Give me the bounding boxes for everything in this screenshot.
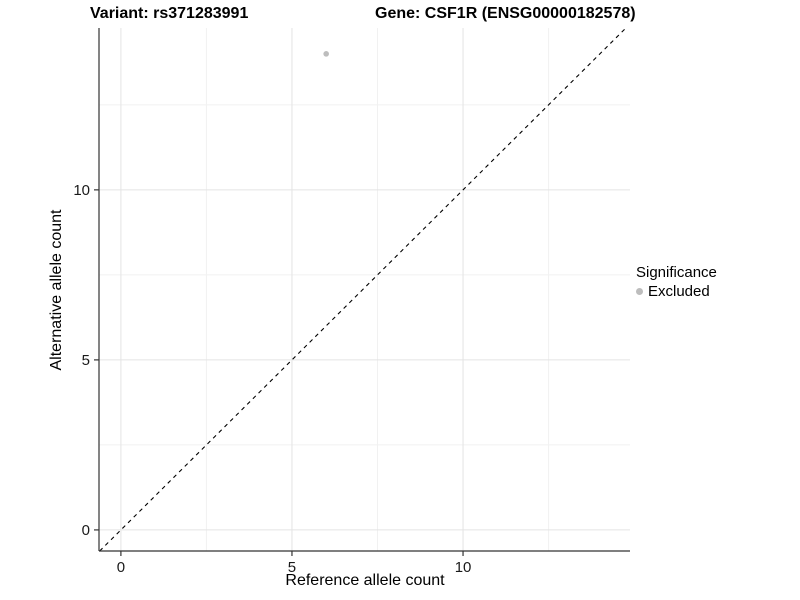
- x-tick-label: 10: [455, 559, 472, 576]
- x-tick-label: 5: [288, 559, 296, 576]
- legend-title: Significance: [636, 264, 717, 281]
- legend-item-excluded: Excluded: [636, 283, 717, 300]
- identity-reference-line: [99, 27, 627, 552]
- scatter-point: [323, 51, 329, 57]
- y-tick-label: 5: [82, 352, 90, 369]
- x-tick-label: 0: [117, 559, 125, 576]
- plot-title-gene: Gene: CSF1R (ENSG00000182578): [375, 5, 636, 22]
- x-axis-title: Reference allele count: [285, 572, 445, 589]
- legend-item-label: Excluded: [648, 283, 710, 300]
- y-axis-title: Alternative allele count: [48, 209, 65, 371]
- y-tick-label: 10: [73, 182, 90, 199]
- plot-title-variant: Variant: rs371283991: [90, 5, 249, 22]
- legend-key-point-icon: [636, 288, 643, 295]
- legend: Significance Excluded: [636, 264, 717, 300]
- y-tick-label: 0: [82, 522, 90, 539]
